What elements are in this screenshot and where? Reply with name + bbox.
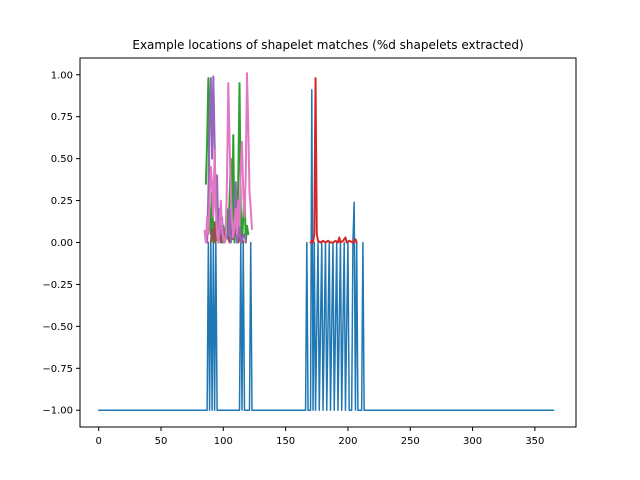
y-tick-label: −0.75 bbox=[42, 364, 73, 375]
series-line-5 bbox=[203, 72, 253, 244]
series-line-1 bbox=[97, 89, 555, 411]
y-tick-label: −1.00 bbox=[42, 406, 73, 417]
y-tick-label: 1.00 bbox=[51, 70, 73, 81]
y-tick-label: 0.50 bbox=[51, 154, 73, 165]
x-tick-label: 150 bbox=[276, 436, 295, 447]
y-tick-label: 0.75 bbox=[51, 112, 73, 123]
series-layer bbox=[97, 72, 555, 411]
x-tick-label: 0 bbox=[96, 436, 102, 447]
x-tick-label: 100 bbox=[214, 436, 233, 447]
x-tick-label: 200 bbox=[338, 436, 357, 447]
y-tick-label: −0.25 bbox=[42, 280, 73, 291]
x-tick-label: 50 bbox=[155, 436, 168, 447]
x-tick-label: 250 bbox=[401, 436, 420, 447]
y-tick-label: 0.25 bbox=[51, 196, 73, 207]
x-tick-label: 350 bbox=[525, 436, 544, 447]
x-tick-label: 300 bbox=[463, 436, 482, 447]
y-axis: −1.00 −0.75 −0.50 −0.25 0.00 0.25 0.50 0.75 1.00 bbox=[42, 70, 80, 417]
y-tick-label: 0.00 bbox=[51, 238, 73, 249]
y-tick-label: −0.50 bbox=[42, 322, 73, 333]
x-axis: 0 50 100 150 200 250 300 350 bbox=[96, 427, 544, 447]
chart-title: Example locations of shapelet matches (%… bbox=[132, 38, 523, 52]
series-line-6 bbox=[309, 77, 358, 244]
